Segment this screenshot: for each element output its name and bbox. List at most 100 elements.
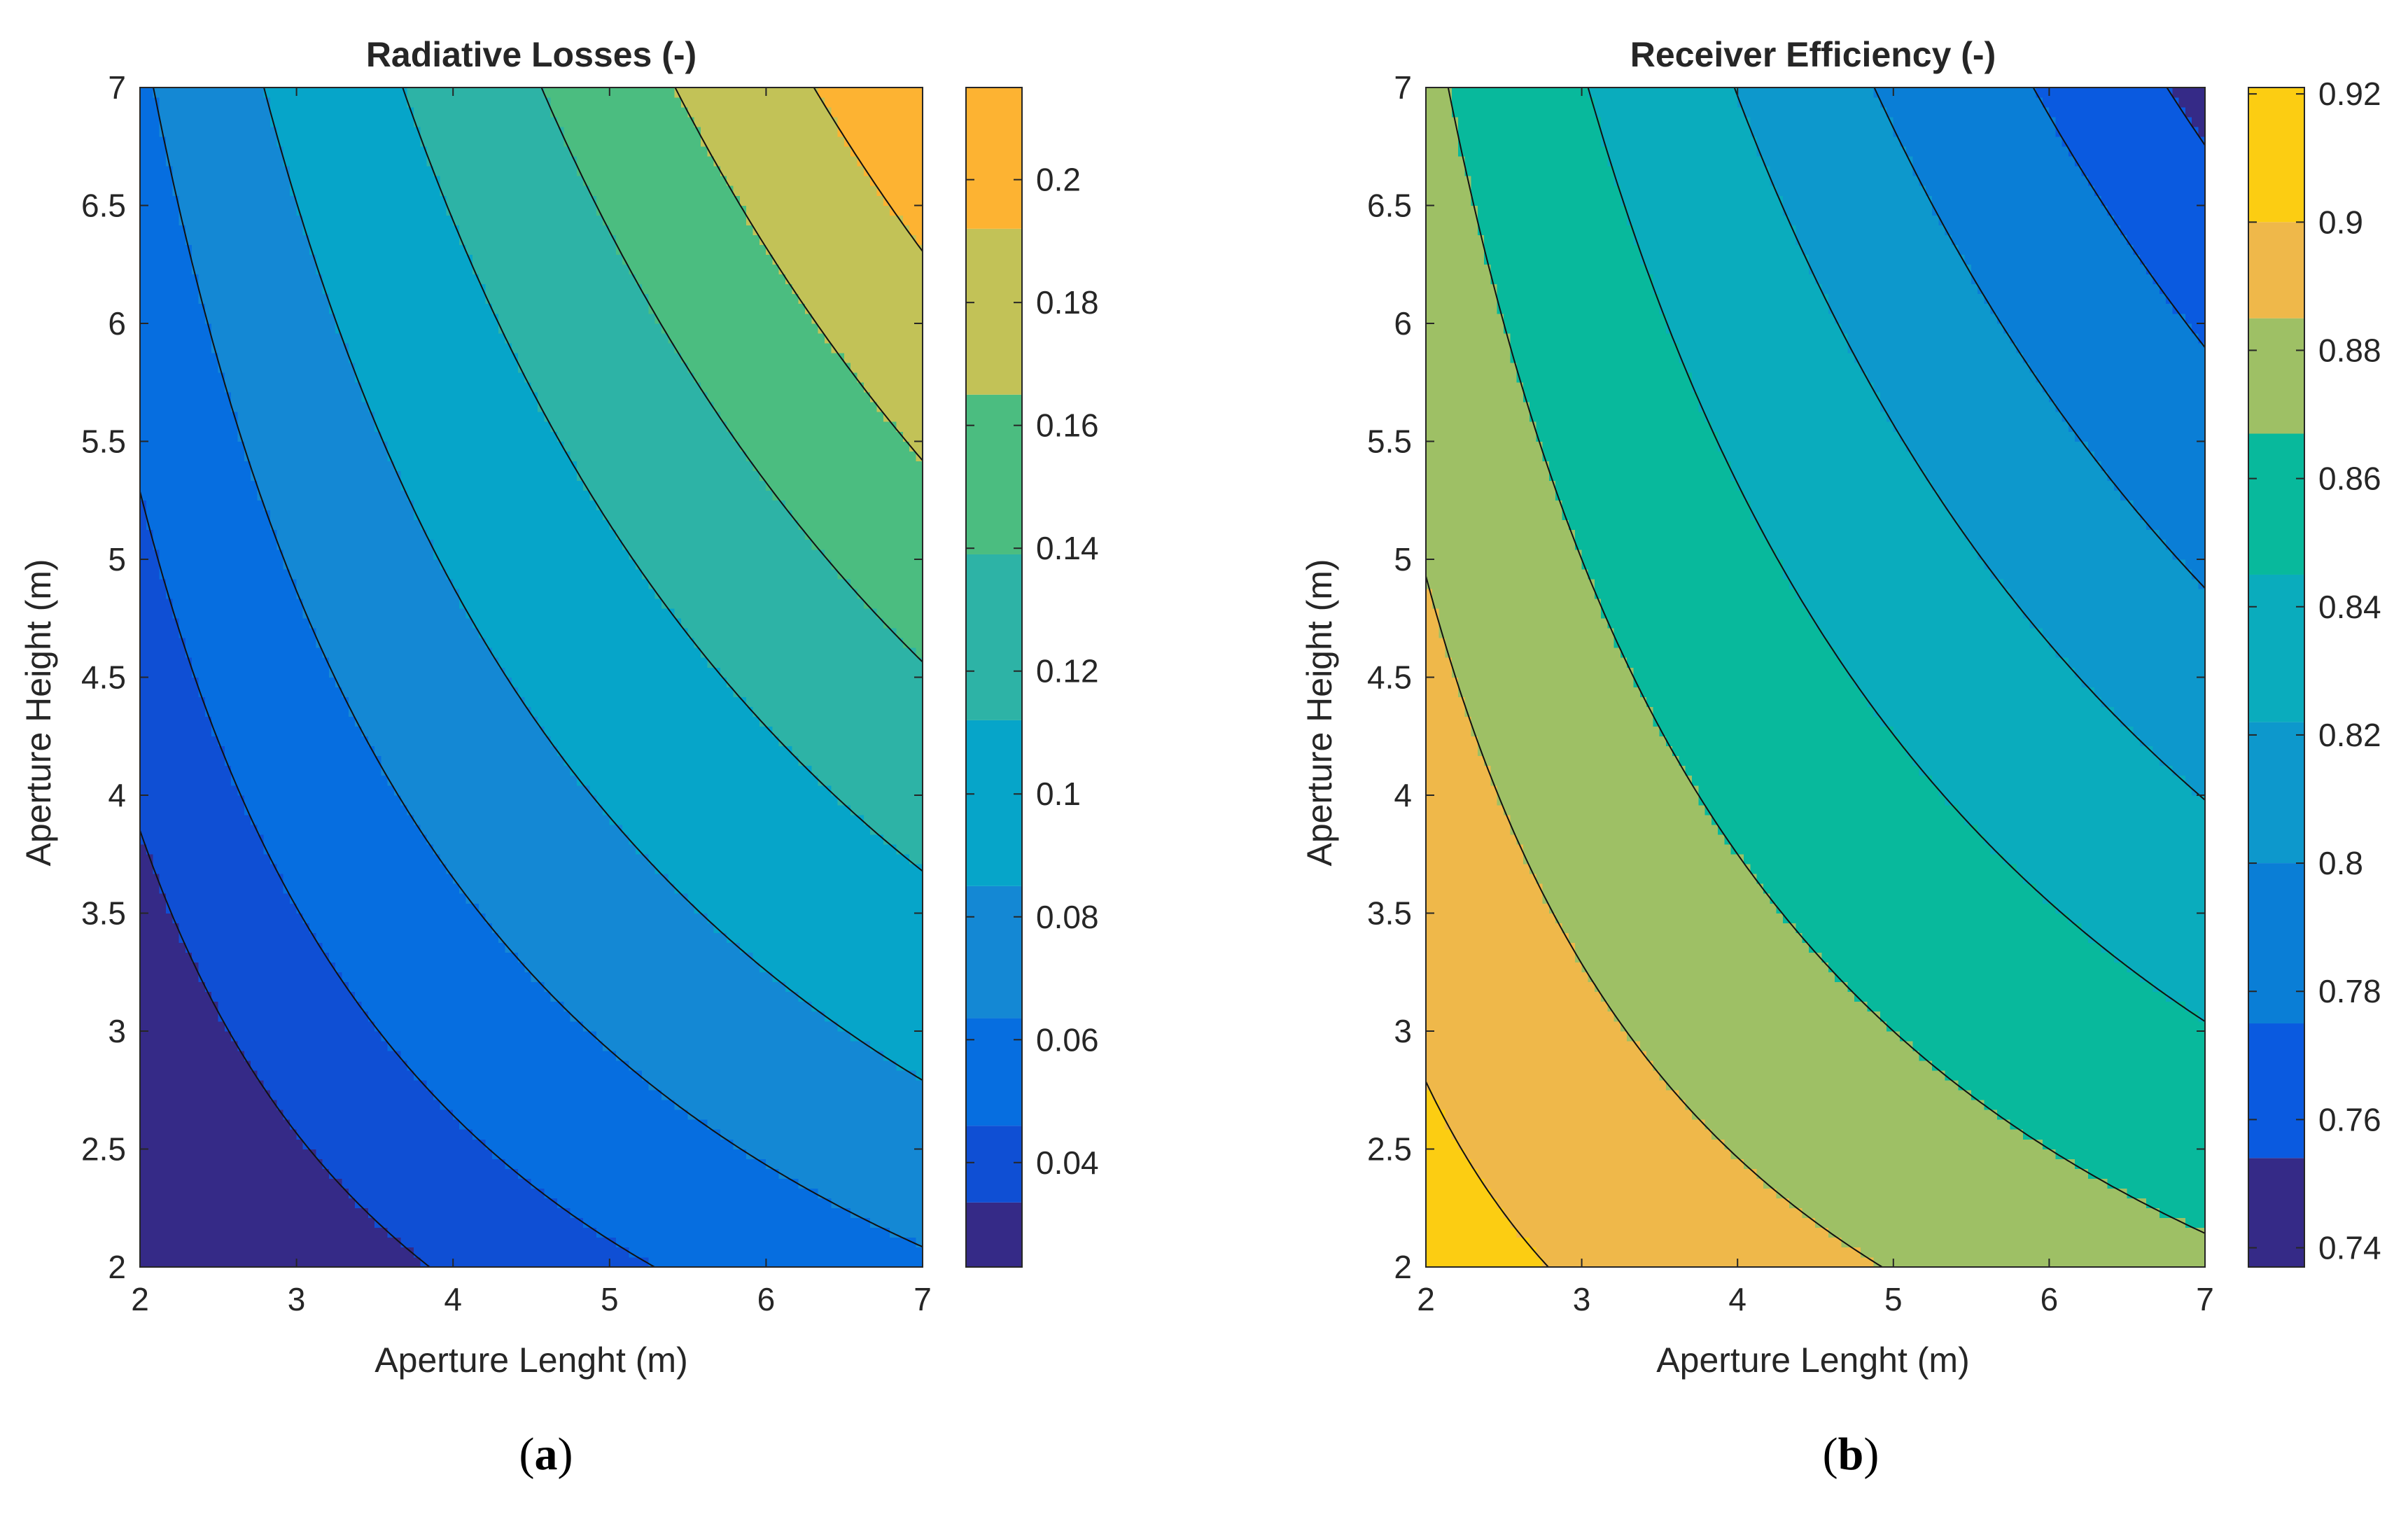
colorbar-tick-label-receiver-efficiency-2: 0.78 [2318,973,2381,1009]
y-tick-label-receiver-efficiency-6: 5 [1394,541,1412,578]
contour-line-radiative-losses-2 [153,88,923,1248]
y-tick-label-receiver-efficiency-4: 4 [1394,777,1412,813]
colorbar-receiver-efficiency: 0.74 0.76 0.78 0.8 0.82 0.84 0.86 0.88 0.9 0.92 [2248,76,2381,1268]
contour-fill-radiative-losses [140,88,923,1267]
panel-radiative-losses: 2 3 4 5 6 7 2 2.5 3 3.5 4 4.5 5 5.5 6 6.5 7 Radiative Lo… [19,35,1099,1380]
colorbar-band-receiver-efficiency-8 [2248,88,2304,223]
colorbar-tick-label-receiver-efficiency-1: 0.76 [2318,1101,2381,1138]
contour-line-receiver-efficiency-5 [1447,88,2205,1234]
colorbar-band-radiative-losses-1 [966,1126,1022,1203]
colorbar-band-radiative-losses-2 [966,1018,1022,1126]
colorbar-tick-label-receiver-efficiency-5: 0.84 [2318,589,2381,625]
contour-line-receiver-efficiency-0 [2166,88,2205,146]
x-axis-label-radiative-losses: Aperture Lenght (m) [374,1340,687,1380]
contour-line-receiver-efficiency-7 [1426,1081,1550,1267]
colorbar-radiative-losses: 0.04 0.06 0.08 0.1 0.12 0.14 0.16 0.18 0.2 [965,87,1099,1268]
y-tick-label-radiative-losses-4: 4 [108,777,126,813]
y-tick-label-receiver-efficiency-0: 2 [1394,1249,1412,1285]
colorbar-tick-label-radiative-losses-8: 0.2 [1036,162,1081,198]
colorbar-tick-label-radiative-losses-3: 0.1 [1036,776,1081,812]
contour-line-radiative-losses-6 [674,88,923,461]
colorbar-band-radiative-losses-5 [966,554,1022,720]
y-tick-label-radiative-losses-8: 6 [108,305,126,342]
colorbar-tick-label-radiative-losses-5: 0.14 [1036,530,1099,566]
y-tick-label-radiative-losses-6: 5 [108,541,126,578]
colorbar-tick-label-radiative-losses-1: 0.06 [1036,1021,1099,1058]
colorbar-band-radiative-losses-7 [966,228,1022,395]
colorbar-band-receiver-efficiency-7 [2248,222,2304,318]
contour-line-radiative-losses-5 [540,88,923,663]
colorbar-tick-label-receiver-efficiency-8: 0.9 [2318,204,2363,240]
contour-line-radiative-losses-0 [140,830,431,1267]
x-tick-label-receiver-efficiency-5: 7 [2196,1281,2214,1317]
y-tick-label-receiver-efficiency-9: 6.5 [1367,188,1412,224]
colorbar-tick-label-radiative-losses-0: 0.04 [1036,1144,1099,1181]
contour-line-radiative-losses-4 [402,88,923,872]
x-tick-label-radiative-losses-4: 6 [757,1281,776,1317]
chart-title-radiative-losses: Radiative Losses (-) [366,35,696,74]
x-tick-label-radiative-losses-0: 2 [131,1281,149,1317]
x-tick-label-receiver-efficiency-3: 5 [1884,1281,1903,1317]
panel-receiver-efficiency: 2 3 4 5 6 7 2 2.5 3 3.5 4 4.5 5 5.5 6 6.5 7 Receiver Eff… [1300,35,2381,1380]
colorbar-band-receiver-efficiency-0 [2248,1158,2304,1267]
contour-line-radiative-losses-1 [140,491,657,1267]
x-tick-label-receiver-efficiency-4: 6 [2040,1281,2059,1317]
colorbar-band-receiver-efficiency-4 [2248,574,2304,722]
colorbar-band-receiver-efficiency-5 [2248,433,2304,575]
y-tick-label-receiver-efficiency-3: 3.5 [1367,895,1412,932]
x-tick-label-radiative-losses-3: 5 [601,1281,619,1317]
contour-line-receiver-efficiency-3 [1733,88,2205,801]
colorbar-band-receiver-efficiency-6 [2248,318,2304,434]
x-tick-label-receiver-efficiency-0: 2 [1417,1281,1435,1317]
colorbar-box-radiative-losses [965,87,1023,1268]
colorbar-band-receiver-efficiency-2 [2248,863,2304,1024]
y-axis-label-radiative-losses: Aperture Height (m) [19,559,58,866]
colorbar-band-receiver-efficiency-3 [2248,722,2304,864]
y-tick-label-radiative-losses-5: 4.5 [81,659,126,696]
colorbar-band-radiative-losses-8 [966,88,1022,229]
contour-fill-receiver-efficiency [1426,88,2205,1267]
y-tick-label-radiative-losses-3: 3.5 [81,895,126,932]
y-axis-label-receiver-efficiency: Aperture Height (m) [1300,559,1339,866]
y-tick-label-receiver-efficiency-7: 5.5 [1367,424,1412,460]
x-tick-label-receiver-efficiency-1: 3 [1573,1281,1591,1317]
colorbar-band-radiative-losses-4 [966,720,1022,886]
x-axis-label-receiver-efficiency: Aperture Lenght (m) [1656,1340,1969,1380]
y-tick-label-receiver-efficiency-8: 6 [1394,305,1412,342]
contour-line-radiative-losses-3 [262,88,923,1082]
colorbar-tick-label-receiver-efficiency-4: 0.82 [2318,717,2381,753]
contour-plot-radiative-losses: 2 3 4 5 6 7 2 2.5 3 3.5 4 4.5 5 5.5 6 6.5 7 [81,69,932,1317]
panel-label-a: (a) [441,1428,651,1481]
y-tick-label-radiative-losses-1: 2.5 [81,1131,126,1168]
colorbar-tick-label-receiver-efficiency-7: 0.88 [2318,332,2381,368]
y-tick-label-receiver-efficiency-1: 2.5 [1367,1131,1412,1168]
colorbar-tick-label-receiver-efficiency-9: 0.92 [2318,76,2381,112]
contour-line-receiver-efficiency-6 [1426,575,1884,1267]
y-tick-label-radiative-losses-9: 6.5 [81,188,126,224]
y-tick-label-radiative-losses-2: 3 [108,1013,126,1049]
y-tick-label-radiative-losses-10: 7 [108,69,126,106]
x-tick-label-radiative-losses-2: 4 [444,1281,462,1317]
colorbar-tick-label-radiative-losses-7: 0.18 [1036,284,1099,321]
y-tick-label-radiative-losses-7: 5.5 [81,424,126,460]
colorbar-tick-label-receiver-efficiency-6: 0.86 [2318,461,2381,497]
colorbar-tick-label-receiver-efficiency-3: 0.8 [2318,845,2363,881]
chart-title-receiver-efficiency: Receiver Efficiency (-) [1630,35,1996,74]
contour-line-radiative-losses-7 [813,88,923,252]
panel-label-b: (b) [1746,1428,1956,1481]
x-tick-label-radiative-losses-1: 3 [288,1281,306,1317]
x-tick-label-radiative-losses-5: 7 [913,1281,932,1317]
colorbar-tick-label-receiver-efficiency-0: 0.74 [2318,1230,2381,1266]
colorbar-band-receiver-efficiency-1 [2248,1023,2304,1158]
y-tick-label-receiver-efficiency-10: 7 [1394,69,1412,106]
contour-plot-receiver-efficiency: 2 3 4 5 6 7 2 2.5 3 3.5 4 4.5 5 5.5 6 6.5 7 [1367,69,2214,1317]
y-tick-label-radiative-losses-0: 2 [108,1249,126,1285]
colorbar-band-radiative-losses-3 [966,886,1022,1018]
colorbar-tick-label-radiative-losses-4: 0.12 [1036,653,1099,690]
colorbar-tick-label-radiative-losses-2: 0.08 [1036,899,1099,935]
contour-line-receiver-efficiency-4 [1587,88,2205,1023]
contour-line-receiver-efficiency-2 [1873,88,2205,589]
contour-line-receiver-efficiency-1 [2032,88,2205,349]
colorbar-band-radiative-losses-0 [966,1202,1022,1267]
